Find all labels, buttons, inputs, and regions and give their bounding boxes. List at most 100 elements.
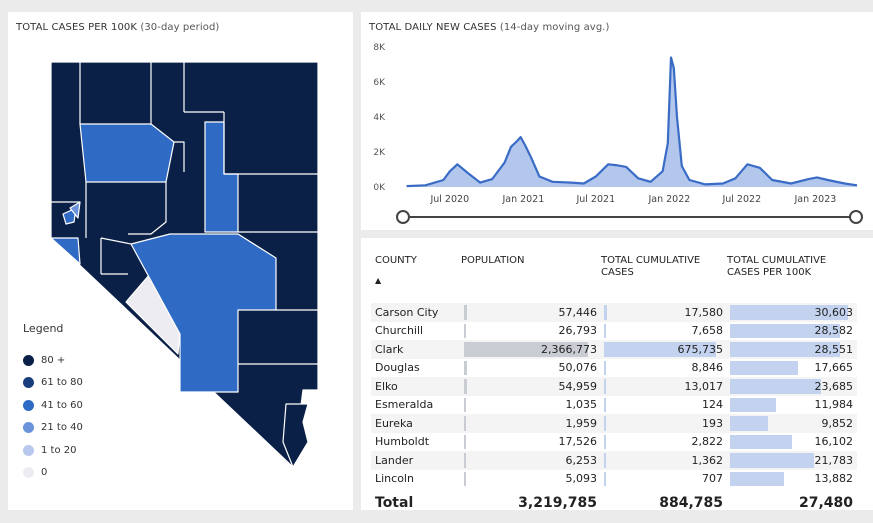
x-tick-label: Jul 2020 bbox=[429, 194, 469, 205]
trend-panel: TOTAL DAILY NEW CASES (14-day moving avg… bbox=[361, 12, 873, 230]
cell-population: 1,035 bbox=[461, 396, 601, 415]
cell-county: Carson City bbox=[371, 303, 461, 322]
legend-item[interactable]: 80 + bbox=[23, 349, 83, 372]
legend-label: 80 + bbox=[41, 354, 66, 366]
cell-county: Churchill bbox=[375, 324, 424, 338]
y-tick-label: 4K bbox=[373, 113, 386, 123]
nevada-map[interactable] bbox=[8, 12, 353, 510]
table-row[interactable]: Lander 6,253 1,362 21,783 bbox=[371, 451, 857, 470]
map-panel: TOTAL CASES PER 100K (30-day period) Leg… bbox=[8, 12, 353, 510]
header-county-label: COUNTY bbox=[375, 255, 417, 266]
series-line[interactable] bbox=[406, 56, 858, 188]
cell-value: 5,093 bbox=[565, 472, 598, 486]
legend-item[interactable]: 61 to 80 bbox=[23, 372, 83, 395]
cell-value: 26,793 bbox=[558, 324, 598, 338]
data-bar bbox=[604, 453, 606, 468]
cell-county: Elko bbox=[371, 377, 461, 396]
trend-title: TOTAL DAILY NEW CASES (14-day moving avg… bbox=[369, 22, 610, 33]
header-population[interactable]: POPULATION bbox=[461, 255, 601, 303]
cell-value: 21,783 bbox=[814, 453, 854, 467]
cell-value: 707 bbox=[702, 472, 723, 486]
legend-item[interactable]: 21 to 40 bbox=[23, 417, 83, 440]
total-per100k: 27,480 bbox=[798, 495, 853, 511]
legend-swatch bbox=[23, 377, 34, 389]
cell-per100k: 30,603 bbox=[727, 303, 857, 322]
cell-value: 17,526 bbox=[558, 435, 598, 449]
cell-per100k: 11,984 bbox=[727, 396, 857, 415]
legend-swatch bbox=[23, 354, 34, 366]
data-bar bbox=[604, 323, 606, 338]
header-per100k[interactable]: TOTAL CUMULATIVE CASES PER 100K bbox=[727, 255, 857, 303]
map-legend: Legend 80 + 61 to 80 41 to 60 21 to 40 1… bbox=[23, 322, 83, 484]
cell-per100k: 28,551 bbox=[727, 340, 857, 359]
table-row[interactable]: Lincoln 5,093 707 13,882 bbox=[371, 470, 857, 489]
cell-value: 2,366,773 bbox=[541, 342, 597, 356]
table-row[interactable]: Churchill 26,793 7,658 28,582 bbox=[371, 322, 857, 341]
sort-arrow-icon[interactable]: ▲ bbox=[375, 276, 382, 285]
cell-value: 1,035 bbox=[565, 398, 598, 412]
map-title: TOTAL CASES PER 100K (30-day period) bbox=[16, 22, 219, 33]
data-bar bbox=[730, 323, 841, 338]
data-bar bbox=[604, 416, 606, 431]
cell-county: Douglas bbox=[375, 361, 420, 375]
legend-label: 61 to 80 bbox=[41, 377, 83, 389]
county-humboldt[interactable] bbox=[79, 123, 175, 183]
table-row[interactable]: Elko 54,959 13,017 23,685 bbox=[371, 377, 857, 396]
cell-value: 54,959 bbox=[558, 379, 598, 393]
header-county[interactable]: COUNTY ▲ bbox=[371, 255, 461, 303]
y-tick-label: 8K bbox=[373, 43, 386, 53]
cell-cumulative: 1,362 bbox=[601, 451, 727, 470]
cell-cumulative: 2,822 bbox=[601, 433, 727, 452]
table-row[interactable]: Carson City 57,446 17,580 30,603 bbox=[371, 303, 857, 322]
cell-population: 17,526 bbox=[461, 433, 601, 452]
table-row[interactable]: Douglas 50,076 8,846 17,665 bbox=[371, 359, 857, 378]
cell-per100k: 13,882 bbox=[727, 470, 857, 489]
legend-swatch bbox=[23, 467, 34, 479]
legend-item[interactable]: 0 bbox=[23, 462, 83, 485]
data-bar bbox=[604, 379, 607, 394]
legend-swatch bbox=[23, 444, 34, 456]
legend-item[interactable]: 41 to 60 bbox=[23, 394, 83, 417]
total-population: 3,219,785 bbox=[518, 495, 597, 511]
table-row[interactable]: Esmeralda 1,035 124 11,984 bbox=[371, 396, 857, 415]
cell-value: 28,582 bbox=[814, 324, 854, 338]
date-slider-start-handle[interactable] bbox=[396, 210, 410, 224]
trend-chart[interactable]: 8K 6K 4K 2K 0K Jul 2020 Jan 2021 Jul 2021 Jan 20… bbox=[361, 12, 873, 230]
header-cumulative[interactable]: TOTAL CUMULATIVE CASES bbox=[601, 255, 727, 303]
county-nye[interactable] bbox=[130, 233, 277, 393]
county-carson[interactable] bbox=[50, 237, 81, 265]
x-tick-label: Jan 2021 bbox=[501, 194, 544, 205]
cell-value: 1,362 bbox=[691, 453, 724, 467]
cell-population: 26,793 bbox=[461, 322, 601, 341]
cell-population: 50,076 bbox=[461, 359, 601, 378]
cell-value: 675,735 bbox=[677, 342, 724, 356]
table-row[interactable]: Humboldt 17,526 2,822 16,102 bbox=[371, 433, 857, 452]
data-bar bbox=[464, 305, 467, 320]
data-bar bbox=[464, 360, 467, 375]
data-bar bbox=[464, 471, 466, 486]
trend-title-text: TOTAL DAILY NEW CASES bbox=[369, 22, 497, 33]
cell-cumulative: 17,580 bbox=[601, 303, 727, 322]
legend-item[interactable]: 1 to 20 bbox=[23, 439, 83, 462]
data-bar bbox=[730, 434, 793, 449]
data-bar bbox=[464, 342, 588, 357]
data-bar bbox=[464, 434, 466, 449]
data-bar bbox=[730, 397, 777, 412]
cell-county: Lincoln bbox=[375, 472, 414, 486]
map-title-text: TOTAL CASES PER 100K bbox=[16, 22, 138, 33]
trend-subtitle: (14-day moving avg.) bbox=[499, 22, 610, 33]
cell-per100k: 23,685 bbox=[727, 377, 857, 396]
cell-county: Esmeralda bbox=[375, 398, 434, 412]
cell-per100k: 16,102 bbox=[727, 433, 857, 452]
cell-value: 50,076 bbox=[558, 361, 598, 375]
cell-per100k: 9,852 bbox=[727, 414, 857, 433]
county-clark-tip[interactable] bbox=[282, 403, 309, 468]
cell-value: 1,959 bbox=[565, 416, 598, 430]
table-row[interactable]: Clark 2,366,773 675,735 28,551 bbox=[371, 340, 857, 359]
cell-value: 16,102 bbox=[814, 435, 854, 449]
table-row[interactable]: Eureka 1,959 193 9,852 bbox=[371, 414, 857, 433]
cell-value: 17,665 bbox=[814, 361, 854, 375]
legend-swatch bbox=[23, 399, 34, 411]
date-slider-end-handle[interactable] bbox=[849, 210, 863, 224]
county-washoe-south[interactable] bbox=[69, 201, 81, 219]
